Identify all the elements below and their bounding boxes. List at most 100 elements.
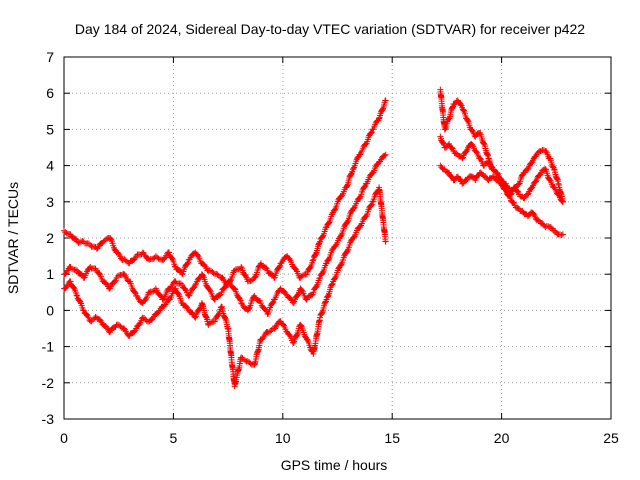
data-point bbox=[87, 242, 94, 249]
data-point-interp bbox=[510, 199, 517, 206]
data-point-interp bbox=[344, 247, 351, 254]
data-point-interp bbox=[316, 239, 323, 246]
data-point bbox=[146, 256, 153, 263]
data-point-interp bbox=[464, 117, 471, 124]
data-point-interp bbox=[131, 256, 138, 263]
data-point bbox=[172, 285, 179, 292]
data-point-interp bbox=[312, 250, 319, 257]
data-point-interp bbox=[558, 197, 565, 204]
data-point bbox=[559, 231, 566, 238]
data-point-interp bbox=[184, 260, 191, 267]
data-point bbox=[74, 292, 81, 299]
data-point-interp bbox=[530, 210, 537, 217]
data-point-interp bbox=[111, 278, 118, 285]
data-point bbox=[494, 169, 501, 176]
data-point-interp bbox=[112, 277, 119, 284]
data-point-interp bbox=[381, 152, 388, 159]
data-point-interp bbox=[294, 292, 301, 299]
data-point-interp bbox=[189, 310, 196, 317]
data-point-interp bbox=[338, 232, 345, 239]
data-point-interp bbox=[68, 265, 75, 272]
data-point-interp bbox=[325, 256, 332, 263]
data-point bbox=[524, 166, 531, 173]
data-point-interp bbox=[368, 129, 375, 136]
x-axis-label: GPS time / hours bbox=[281, 457, 388, 473]
data-point-interp bbox=[155, 255, 162, 262]
data-point-interp bbox=[265, 329, 272, 336]
x-tick-label: 25 bbox=[603, 430, 619, 446]
data-point bbox=[555, 191, 562, 198]
series-track-d bbox=[437, 86, 566, 205]
data-point-interp bbox=[72, 266, 79, 273]
data-point bbox=[369, 198, 376, 205]
data-point-interp bbox=[304, 336, 311, 343]
data-point bbox=[316, 238, 323, 245]
data-point-interp bbox=[514, 188, 521, 195]
data-point bbox=[559, 198, 566, 205]
data-point bbox=[179, 271, 186, 278]
y-tick-label: 7 bbox=[46, 49, 54, 65]
data-point-interp bbox=[528, 159, 535, 166]
data-point-interp bbox=[440, 140, 447, 147]
data-point-interp bbox=[214, 271, 221, 278]
data-point-interp bbox=[325, 220, 332, 227]
data-point-interp bbox=[322, 299, 329, 306]
data-point bbox=[185, 292, 192, 299]
data-point-interp bbox=[329, 281, 336, 288]
data-point-interp bbox=[78, 271, 85, 278]
data-point bbox=[192, 282, 199, 289]
data-point bbox=[382, 238, 389, 245]
data-point-interp bbox=[502, 186, 509, 193]
data-point-interp bbox=[122, 257, 129, 264]
data-point-interp bbox=[354, 155, 361, 162]
data-point-interp bbox=[379, 106, 386, 113]
data-points bbox=[61, 86, 566, 390]
data-point-interp bbox=[252, 274, 259, 281]
data-point-interp bbox=[307, 264, 314, 271]
data-point bbox=[146, 289, 153, 296]
data-point-interp bbox=[242, 273, 249, 280]
x-tick-label: 15 bbox=[384, 430, 400, 446]
data-point-interp bbox=[70, 284, 77, 291]
data-point-interp bbox=[528, 185, 535, 192]
data-point-interp bbox=[107, 235, 114, 242]
data-point-interp bbox=[368, 128, 375, 135]
plot-frame bbox=[63, 56, 612, 420]
data-point-interp bbox=[319, 310, 326, 317]
data-point-interp bbox=[460, 107, 467, 114]
x-tick-label: 20 bbox=[494, 430, 510, 446]
data-point bbox=[152, 253, 159, 260]
data-point-interp bbox=[532, 153, 539, 160]
data-point bbox=[67, 278, 74, 285]
data-point-interp bbox=[559, 198, 566, 205]
data-point-interp bbox=[449, 145, 456, 152]
data-point-interp bbox=[246, 305, 253, 312]
data-point bbox=[382, 97, 389, 104]
data-point-interp bbox=[131, 289, 138, 296]
y-tick-label: 6 bbox=[46, 85, 54, 101]
data-point bbox=[238, 263, 245, 270]
data-point-interp bbox=[297, 322, 304, 329]
data-point-interp bbox=[63, 230, 70, 237]
data-point-interp bbox=[313, 283, 320, 290]
data-point-interp bbox=[210, 318, 217, 325]
data-point-interp bbox=[361, 183, 368, 190]
data-point-interp bbox=[473, 148, 480, 155]
data-point-interp bbox=[215, 312, 222, 319]
data-point-interp bbox=[96, 270, 103, 277]
data-point-interp bbox=[73, 292, 80, 299]
data-point bbox=[316, 274, 323, 281]
data-point-interp bbox=[309, 257, 316, 264]
data-point-interp bbox=[319, 269, 326, 276]
data-point-interp bbox=[348, 171, 355, 178]
data-point-interp bbox=[182, 286, 189, 293]
data-point-interp bbox=[103, 323, 110, 330]
data-point-interp bbox=[357, 223, 364, 230]
data-point-interp bbox=[532, 178, 539, 185]
data-point-interp bbox=[368, 202, 375, 209]
y-tick-label: 4 bbox=[46, 158, 54, 174]
data-point bbox=[231, 285, 238, 292]
y-tick-label: 1 bbox=[46, 266, 54, 282]
data-point bbox=[231, 267, 238, 274]
data-point bbox=[316, 314, 323, 321]
